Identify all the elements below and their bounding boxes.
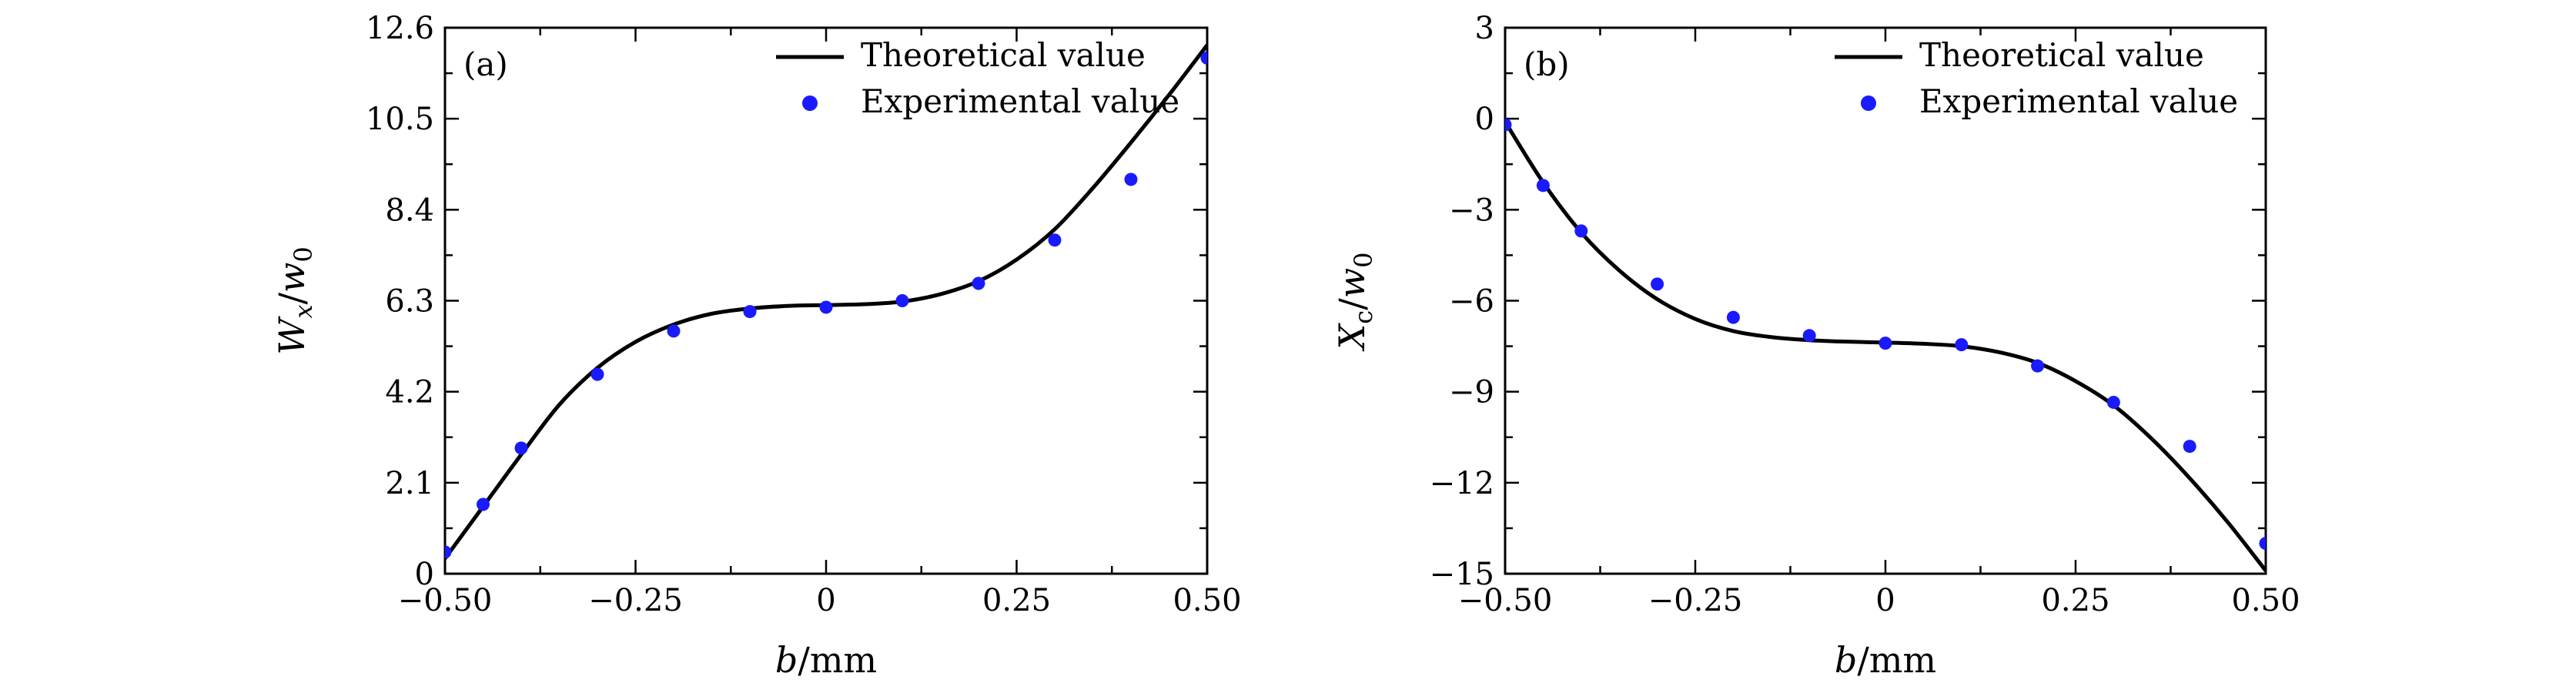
data-point-experimental bbox=[1048, 233, 1062, 247]
x-tick-label: 0.50 bbox=[2231, 583, 2300, 618]
x-tick-label: 0 bbox=[1875, 583, 1895, 618]
legend-label: Theoretical value bbox=[861, 36, 1146, 74]
data-point-experimental bbox=[1124, 172, 1138, 186]
data-point-experimental bbox=[1726, 310, 1740, 324]
y-axis-label: Xc/w0 bbox=[1331, 253, 1378, 352]
data-point-experimental bbox=[1651, 277, 1664, 291]
panel-label: (a) bbox=[463, 45, 508, 83]
data-point-experimental bbox=[590, 367, 604, 381]
x-tick-label: −0.25 bbox=[1648, 583, 1743, 618]
data-point-experimental bbox=[2259, 537, 2266, 551]
y-tick-label: −12 bbox=[1430, 466, 1494, 501]
data-point-experimental bbox=[1878, 337, 1892, 350]
x-axis-label: b/mm bbox=[1835, 639, 1936, 681]
data-point-experimental bbox=[1200, 51, 1207, 65]
x-tick-label: 0.25 bbox=[982, 583, 1051, 618]
data-point-experimental bbox=[477, 497, 490, 511]
x-tick-label: 0.50 bbox=[1173, 583, 1241, 618]
y-tick-label: −9 bbox=[1449, 375, 1494, 410]
data-point-experimental bbox=[514, 441, 528, 455]
data-point-experimental bbox=[1802, 329, 1816, 343]
data-point-experimental bbox=[743, 305, 757, 319]
y-tick-label: −3 bbox=[1449, 193, 1494, 228]
chart-panel-a: −0.50 −0.25 0 0.25 0.50 0 2.1 4.2 6.3 8.4 10.5 12.6… bbox=[271, 11, 1242, 681]
y-tick-label: −6 bbox=[1449, 284, 1494, 320]
y-tick-label: 4.2 bbox=[385, 375, 434, 410]
chart-panel-b: −0.50 −0.25 0 0.25 0.50 −15 −12 −9 −6 −3 0 3 b/mm Xc/… bbox=[1331, 11, 2300, 681]
data-point-experimental bbox=[2106, 395, 2120, 409]
y-tick-label: −15 bbox=[1430, 557, 1494, 592]
x-axis-label: b/mm bbox=[775, 639, 877, 681]
data-point-experimental bbox=[1505, 118, 1512, 132]
x-tick-label: −0.50 bbox=[398, 583, 493, 618]
data-point-experimental bbox=[972, 276, 985, 290]
data-point-experimental bbox=[667, 324, 681, 338]
legend-label: Theoretical value bbox=[1919, 36, 2204, 74]
y-tick-label: 0 bbox=[415, 557, 434, 592]
y-tick-label: 10.5 bbox=[366, 102, 434, 137]
legend-marker-key bbox=[1861, 95, 1876, 111]
y-tick-label: 12.6 bbox=[366, 11, 434, 46]
data-point-experimental bbox=[1574, 224, 1588, 238]
y-tick-label: 2.1 bbox=[385, 466, 434, 501]
y-tick-label: 6.3 bbox=[385, 284, 434, 320]
y-tick-label: 0 bbox=[1475, 102, 1494, 137]
data-point-experimental bbox=[445, 545, 452, 559]
data-point-experimental bbox=[819, 300, 833, 314]
legend-label: Experimental value bbox=[861, 82, 1179, 120]
x-tick-label: 0 bbox=[816, 583, 835, 618]
y-axis-label: Wx/w0 bbox=[271, 246, 318, 355]
y-tick-label: 8.4 bbox=[385, 193, 434, 228]
x-tick-label: −0.25 bbox=[588, 583, 683, 618]
data-point-experimental bbox=[895, 294, 909, 307]
x-tick-label: −0.50 bbox=[1458, 583, 1553, 618]
data-point-experimental bbox=[2031, 359, 2045, 373]
data-point-experimental bbox=[1955, 338, 1969, 352]
data-point-experimental bbox=[1536, 179, 1550, 193]
legend-marker-key bbox=[802, 95, 818, 111]
panel-label: (b) bbox=[1524, 45, 1570, 83]
data-point-experimental bbox=[2183, 440, 2196, 454]
y-tick-label: 3 bbox=[1475, 11, 1494, 46]
legend-label: Experimental value bbox=[1919, 82, 2238, 120]
x-tick-label: 0.25 bbox=[2041, 583, 2109, 618]
